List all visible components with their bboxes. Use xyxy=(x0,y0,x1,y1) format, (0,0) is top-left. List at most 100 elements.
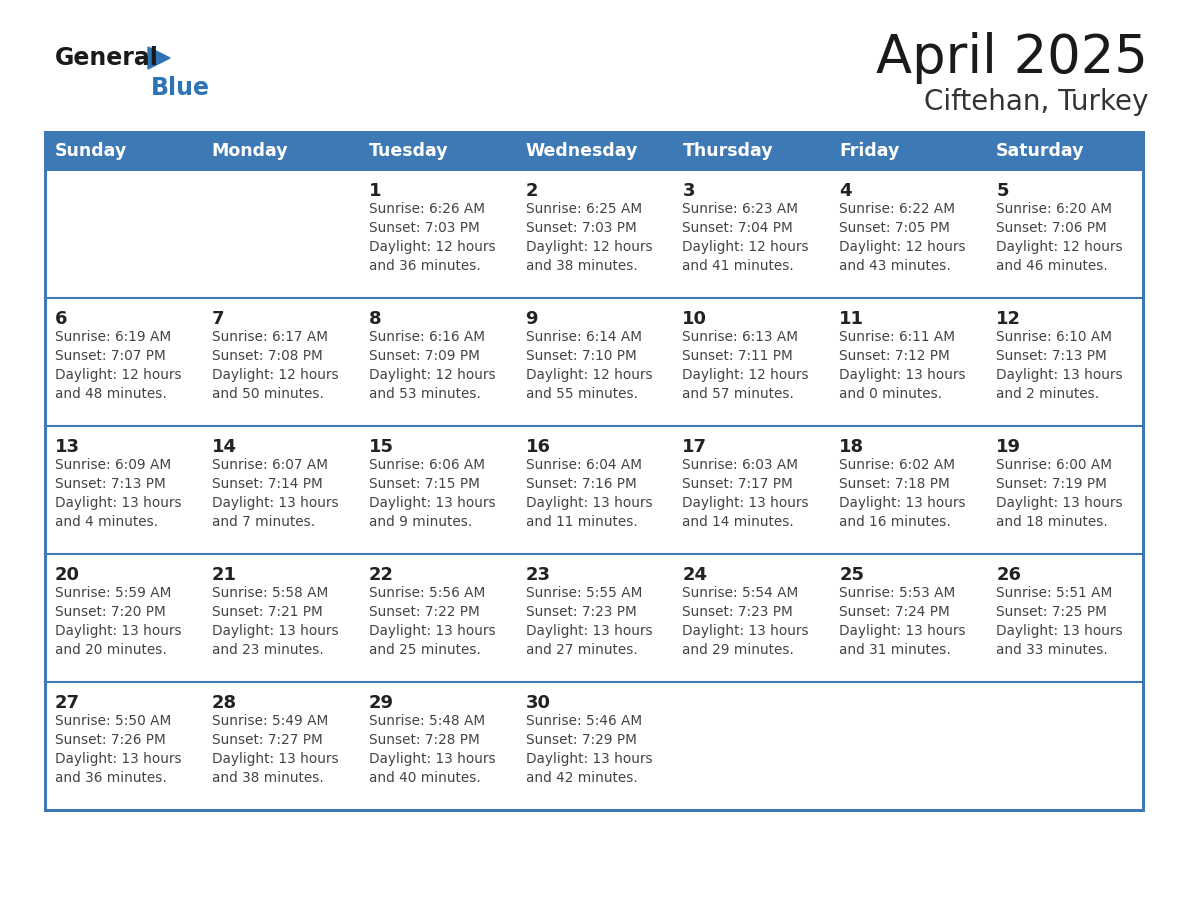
Text: Daylight: 13 hours: Daylight: 13 hours xyxy=(368,752,495,766)
Text: Sunset: 7:23 PM: Sunset: 7:23 PM xyxy=(525,605,637,619)
Text: Sunrise: 5:50 AM: Sunrise: 5:50 AM xyxy=(55,714,171,728)
Text: 25: 25 xyxy=(839,566,865,584)
Text: 22: 22 xyxy=(368,566,393,584)
Bar xyxy=(45,170,1143,298)
Text: and 36 minutes.: and 36 minutes. xyxy=(55,771,166,785)
Text: Sunrise: 6:03 AM: Sunrise: 6:03 AM xyxy=(682,458,798,472)
Text: and 2 minutes.: and 2 minutes. xyxy=(997,387,1099,401)
Text: 28: 28 xyxy=(211,694,236,712)
Text: April 2025: April 2025 xyxy=(876,32,1148,84)
Text: Sunset: 7:14 PM: Sunset: 7:14 PM xyxy=(211,477,323,491)
Text: and 20 minutes.: and 20 minutes. xyxy=(55,643,166,657)
Text: and 55 minutes.: and 55 minutes. xyxy=(525,387,638,401)
Text: Sunset: 7:25 PM: Sunset: 7:25 PM xyxy=(997,605,1107,619)
Text: Sunrise: 6:13 AM: Sunrise: 6:13 AM xyxy=(682,330,798,344)
Text: Sunrise: 5:58 AM: Sunrise: 5:58 AM xyxy=(211,586,328,600)
Text: and 9 minutes.: and 9 minutes. xyxy=(368,515,472,529)
Text: and 50 minutes.: and 50 minutes. xyxy=(211,387,324,401)
Text: and 40 minutes.: and 40 minutes. xyxy=(368,771,480,785)
Text: and 42 minutes.: and 42 minutes. xyxy=(525,771,637,785)
Polygon shape xyxy=(148,47,170,69)
Text: Blue: Blue xyxy=(151,76,210,100)
Text: and 4 minutes.: and 4 minutes. xyxy=(55,515,158,529)
Text: Daylight: 13 hours: Daylight: 13 hours xyxy=(368,496,495,510)
Text: Sunset: 7:16 PM: Sunset: 7:16 PM xyxy=(525,477,637,491)
Text: 13: 13 xyxy=(55,438,80,456)
Text: and 38 minutes.: and 38 minutes. xyxy=(525,259,637,273)
Text: Sunset: 7:04 PM: Sunset: 7:04 PM xyxy=(682,221,794,235)
Text: and 46 minutes.: and 46 minutes. xyxy=(997,259,1108,273)
Text: Sunset: 7:29 PM: Sunset: 7:29 PM xyxy=(525,733,637,747)
Text: and 29 minutes.: and 29 minutes. xyxy=(682,643,795,657)
Text: Sunset: 7:23 PM: Sunset: 7:23 PM xyxy=(682,605,794,619)
Text: and 18 minutes.: and 18 minutes. xyxy=(997,515,1108,529)
Text: 15: 15 xyxy=(368,438,393,456)
Text: 18: 18 xyxy=(839,438,865,456)
Text: Daylight: 13 hours: Daylight: 13 hours xyxy=(211,752,339,766)
Bar xyxy=(45,298,1143,426)
Text: Daylight: 13 hours: Daylight: 13 hours xyxy=(839,624,966,638)
Text: Daylight: 12 hours: Daylight: 12 hours xyxy=(211,368,339,382)
Text: and 38 minutes.: and 38 minutes. xyxy=(211,771,323,785)
Bar xyxy=(45,132,1143,170)
Text: Daylight: 12 hours: Daylight: 12 hours xyxy=(997,240,1123,254)
Text: Sunrise: 6:04 AM: Sunrise: 6:04 AM xyxy=(525,458,642,472)
Text: 27: 27 xyxy=(55,694,80,712)
Text: and 14 minutes.: and 14 minutes. xyxy=(682,515,795,529)
Text: and 36 minutes.: and 36 minutes. xyxy=(368,259,480,273)
Text: Sunrise: 6:10 AM: Sunrise: 6:10 AM xyxy=(997,330,1112,344)
Text: Sunrise: 6:11 AM: Sunrise: 6:11 AM xyxy=(839,330,955,344)
Text: Sunset: 7:07 PM: Sunset: 7:07 PM xyxy=(55,349,166,363)
Text: Sunset: 7:22 PM: Sunset: 7:22 PM xyxy=(368,605,480,619)
Text: Daylight: 13 hours: Daylight: 13 hours xyxy=(839,368,966,382)
Text: 12: 12 xyxy=(997,310,1022,328)
Text: Sunrise: 5:53 AM: Sunrise: 5:53 AM xyxy=(839,586,955,600)
Text: Wednesday: Wednesday xyxy=(525,142,638,160)
Text: Daylight: 13 hours: Daylight: 13 hours xyxy=(55,496,182,510)
Text: Sunset: 7:09 PM: Sunset: 7:09 PM xyxy=(368,349,480,363)
Text: Sunset: 7:28 PM: Sunset: 7:28 PM xyxy=(368,733,480,747)
Text: and 0 minutes.: and 0 minutes. xyxy=(839,387,942,401)
Text: Sunrise: 6:17 AM: Sunrise: 6:17 AM xyxy=(211,330,328,344)
Text: 29: 29 xyxy=(368,694,393,712)
Text: Sunrise: 6:16 AM: Sunrise: 6:16 AM xyxy=(368,330,485,344)
Text: 5: 5 xyxy=(997,182,1009,200)
Text: Sunrise: 6:07 AM: Sunrise: 6:07 AM xyxy=(211,458,328,472)
Bar xyxy=(45,682,1143,810)
Text: Sunrise: 5:51 AM: Sunrise: 5:51 AM xyxy=(997,586,1112,600)
Text: 1: 1 xyxy=(368,182,381,200)
Bar xyxy=(45,132,1143,810)
Text: and 48 minutes.: and 48 minutes. xyxy=(55,387,166,401)
Text: 30: 30 xyxy=(525,694,550,712)
Text: Sunset: 7:10 PM: Sunset: 7:10 PM xyxy=(525,349,637,363)
Text: Sunset: 7:27 PM: Sunset: 7:27 PM xyxy=(211,733,323,747)
Text: Daylight: 12 hours: Daylight: 12 hours xyxy=(525,240,652,254)
Text: Daylight: 12 hours: Daylight: 12 hours xyxy=(839,240,966,254)
Text: Daylight: 13 hours: Daylight: 13 hours xyxy=(55,624,182,638)
Text: Sunrise: 6:26 AM: Sunrise: 6:26 AM xyxy=(368,202,485,216)
Text: and 25 minutes.: and 25 minutes. xyxy=(368,643,481,657)
Text: Sunset: 7:17 PM: Sunset: 7:17 PM xyxy=(682,477,794,491)
Text: Sunrise: 5:46 AM: Sunrise: 5:46 AM xyxy=(525,714,642,728)
Text: Saturday: Saturday xyxy=(997,142,1085,160)
Text: 17: 17 xyxy=(682,438,707,456)
Text: Sunrise: 6:19 AM: Sunrise: 6:19 AM xyxy=(55,330,171,344)
Text: Sunrise: 6:20 AM: Sunrise: 6:20 AM xyxy=(997,202,1112,216)
Text: and 33 minutes.: and 33 minutes. xyxy=(997,643,1108,657)
Text: General: General xyxy=(55,46,159,70)
Text: Daylight: 13 hours: Daylight: 13 hours xyxy=(55,752,182,766)
Text: Sunrise: 5:56 AM: Sunrise: 5:56 AM xyxy=(368,586,485,600)
Text: Daylight: 13 hours: Daylight: 13 hours xyxy=(839,496,966,510)
Text: Sunset: 7:08 PM: Sunset: 7:08 PM xyxy=(211,349,323,363)
Text: and 53 minutes.: and 53 minutes. xyxy=(368,387,481,401)
Text: Daylight: 12 hours: Daylight: 12 hours xyxy=(682,368,809,382)
Text: 7: 7 xyxy=(211,310,225,328)
Text: 9: 9 xyxy=(525,310,538,328)
Text: Sunset: 7:03 PM: Sunset: 7:03 PM xyxy=(525,221,637,235)
Text: Thursday: Thursday xyxy=(682,142,773,160)
Text: and 7 minutes.: and 7 minutes. xyxy=(211,515,315,529)
Text: Sunset: 7:06 PM: Sunset: 7:06 PM xyxy=(997,221,1107,235)
Text: 21: 21 xyxy=(211,566,236,584)
Text: 19: 19 xyxy=(997,438,1022,456)
Text: 20: 20 xyxy=(55,566,80,584)
